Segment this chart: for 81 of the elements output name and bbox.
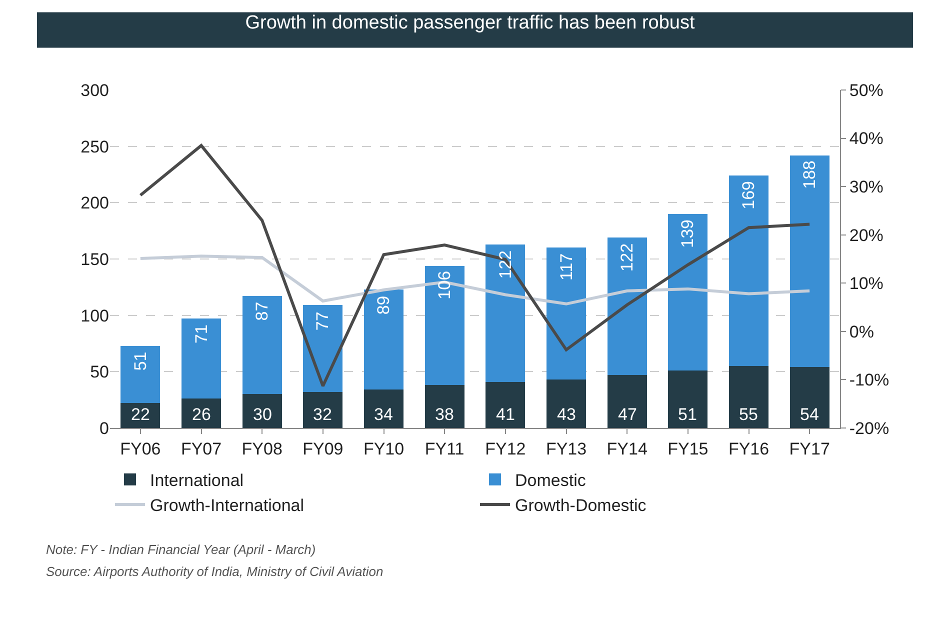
bar bbox=[790, 155, 830, 368]
data-label: 89 bbox=[374, 296, 393, 315]
bar bbox=[546, 380, 586, 428]
data-label: 188 bbox=[800, 160, 820, 189]
x-tick-label: FY13 bbox=[546, 439, 587, 458]
bar bbox=[242, 394, 282, 428]
bar bbox=[181, 398, 222, 428]
y2-tick-label: 50% bbox=[849, 80, 884, 100]
data-label: 34 bbox=[374, 405, 393, 424]
x-tick-label: FY15 bbox=[668, 439, 708, 458]
data-label: 22 bbox=[131, 405, 150, 424]
y2-tick-label: -10% bbox=[849, 370, 890, 390]
bar bbox=[424, 385, 464, 428]
bar bbox=[607, 375, 647, 428]
x-tick-label: FY11 bbox=[424, 439, 464, 458]
data-label: 51 bbox=[678, 405, 697, 424]
legend-label: Domestic bbox=[515, 470, 586, 490]
data-label: 117 bbox=[557, 253, 576, 280]
y2-tick-label: 10% bbox=[849, 274, 884, 294]
y2-tick-label: 20% bbox=[849, 226, 884, 245]
bar bbox=[668, 214, 708, 371]
bar bbox=[728, 366, 769, 428]
y2-tick-label: -20% bbox=[849, 418, 890, 438]
bar bbox=[728, 176, 769, 366]
y-tick-label: 100 bbox=[80, 306, 109, 326]
y-tick-label: 300 bbox=[80, 80, 109, 100]
data-label: 169 bbox=[739, 181, 758, 210]
data-label: 54 bbox=[800, 405, 819, 424]
data-label: 26 bbox=[192, 405, 211, 424]
bar bbox=[364, 289, 404, 390]
y2-tick-label: 30% bbox=[849, 178, 884, 197]
bar bbox=[242, 296, 282, 394]
data-label: 38 bbox=[435, 405, 454, 424]
bar bbox=[546, 248, 586, 380]
data-label: 122 bbox=[617, 243, 636, 272]
bar bbox=[486, 382, 526, 428]
x-tick-label: FY12 bbox=[485, 439, 526, 458]
data-label: 32 bbox=[313, 405, 332, 424]
data-label: 47 bbox=[618, 405, 637, 424]
data-label: 77 bbox=[313, 312, 332, 331]
data-label: 55 bbox=[739, 405, 758, 424]
data-label: 71 bbox=[192, 324, 212, 344]
y-tick-label: 0 bbox=[100, 418, 109, 438]
x-tick-label: FY09 bbox=[302, 439, 344, 458]
bar bbox=[486, 244, 526, 382]
x-tick-label: FY14 bbox=[606, 439, 648, 458]
chart-title: Growth in domestic passenger traffic has been robust bbox=[245, 12, 696, 34]
y-tick-label: 150 bbox=[80, 250, 109, 269]
bar bbox=[120, 403, 160, 428]
data-label: 122 bbox=[496, 250, 516, 279]
bar bbox=[364, 390, 404, 428]
data-label: 87 bbox=[252, 302, 272, 321]
x-tick-label: FY08 bbox=[242, 439, 282, 458]
data-label: 106 bbox=[434, 270, 454, 300]
bar bbox=[303, 392, 343, 428]
data-label: 139 bbox=[678, 219, 697, 248]
bar bbox=[607, 238, 647, 376]
y2-tick-label: 0% bbox=[849, 322, 874, 342]
data-label: 41 bbox=[496, 405, 515, 424]
data-label: 43 bbox=[557, 405, 576, 424]
bar bbox=[424, 266, 464, 386]
x-tick-label: FY06 bbox=[120, 439, 161, 458]
legend-label: International bbox=[150, 470, 244, 490]
bar bbox=[668, 370, 708, 428]
y-tick-label: 250 bbox=[80, 137, 109, 156]
bar bbox=[181, 318, 222, 399]
y2-tick-label: 40% bbox=[849, 129, 884, 148]
bar bbox=[120, 346, 160, 404]
data-label: 51 bbox=[131, 352, 150, 371]
bar bbox=[790, 367, 830, 428]
y-tick-label: 50 bbox=[90, 362, 109, 382]
data-label: 30 bbox=[253, 405, 272, 424]
text: Note: FY - Indian Financial Year (April - March) bbox=[46, 542, 316, 557]
x-tick-label: FY17 bbox=[789, 439, 830, 458]
x-tick-label: FY16 bbox=[728, 439, 770, 458]
source-note: Source: Airports Authority of India, Ministry of Civil Aviation bbox=[46, 564, 384, 579]
y-tick-label: 200 bbox=[80, 194, 109, 213]
x-tick-label: FY10 bbox=[363, 439, 404, 458]
legend-label: Growth-International bbox=[150, 496, 304, 516]
legend-label: Growth-Domestic bbox=[515, 496, 647, 516]
x-tick-label: FY07 bbox=[180, 439, 222, 458]
